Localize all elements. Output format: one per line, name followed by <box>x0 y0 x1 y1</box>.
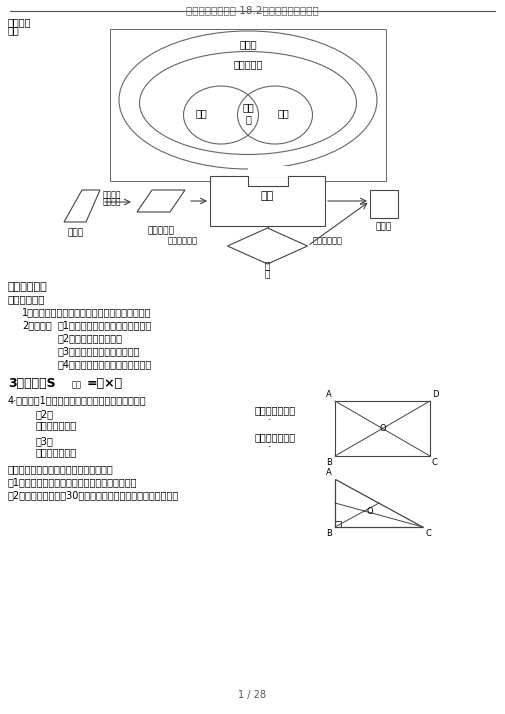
Text: 正方形: 正方形 <box>376 222 392 231</box>
Text: ·: · <box>268 442 272 452</box>
Text: 形: 形 <box>265 270 270 279</box>
Text: 1．定义：有一个角是直角的平行四边形叫做矩形: 1．定义：有一个角是直角的平行四边形叫做矩形 <box>22 307 152 317</box>
Text: （3）对角线互相平分且相等；: （3）对角线互相平分且相等； <box>58 346 140 356</box>
Text: 3．面积：S: 3．面积：S <box>8 377 56 390</box>
Bar <box>370 190 398 218</box>
Text: 矩形: 矩形 <box>261 191 274 201</box>
Bar <box>247 166 287 176</box>
FancyBboxPatch shape <box>110 29 386 181</box>
Text: （2）四个角都是直角；: （2）四个角都是直角； <box>58 333 123 343</box>
Text: 行四边形是矩形: 行四边形是矩形 <box>36 420 77 430</box>
Polygon shape <box>227 228 308 264</box>
Text: D: D <box>432 390 438 399</box>
Text: C: C <box>425 529 431 538</box>
Text: 【知识体: 【知识体 <box>8 17 31 27</box>
Text: 有三个角是直角: 有三个角是直角 <box>255 432 296 442</box>
Text: 的四边形是矩形: 的四边形是矩形 <box>36 447 77 457</box>
Text: 分别平行: 分别平行 <box>103 197 122 206</box>
Text: B: B <box>326 529 332 538</box>
Text: 菱: 菱 <box>265 262 270 271</box>
Text: 平行四边形: 平行四边形 <box>147 226 174 235</box>
Text: （1）直角三角形斜边上的中线等于斜边的一半；: （1）直角三角形斜边上的中线等于斜边的一半； <box>8 477 137 487</box>
Text: =长×宽: =长×宽 <box>87 377 123 390</box>
Text: 矩形: 矩形 <box>196 108 208 118</box>
Text: 2．性质：: 2．性质： <box>22 320 52 330</box>
Polygon shape <box>335 479 423 527</box>
Text: B: B <box>326 458 332 467</box>
Text: 人教版八年级下册 18.2特殊平行四边形讲义: 人教版八年级下册 18.2特殊平行四边形讲义 <box>186 5 318 15</box>
Bar <box>210 176 325 226</box>
Text: 【要点梳理】: 【要点梳理】 <box>8 282 48 292</box>
Text: 四边形: 四边形 <box>68 228 84 237</box>
Text: 要点一、矩形: 要点一、矩形 <box>8 294 45 304</box>
Text: 要点途径：由矩形推直角三角形的性质：: 要点途径：由矩形推直角三角形的性质： <box>8 464 114 474</box>
Text: C: C <box>432 458 438 467</box>
Text: O: O <box>379 424 386 433</box>
Text: （3）: （3） <box>36 436 54 446</box>
Bar <box>335 401 430 456</box>
Text: 一组邻边相等: 一组邻边相等 <box>168 236 197 246</box>
Text: （4）中心对称图形，轴对称图形．: （4）中心对称图形，轴对称图形． <box>58 359 152 369</box>
Text: O: O <box>366 506 373 516</box>
Text: 菱形: 菱形 <box>278 108 290 118</box>
Text: 4·判定：（1）有一个角是直角的平行四边形是矩形: 4·判定：（1）有一个角是直角的平行四边形是矩形 <box>8 395 146 405</box>
Text: 对角线相等的平: 对角线相等的平 <box>255 405 296 415</box>
Text: 平行四边形: 平行四边形 <box>233 59 263 69</box>
Text: （2）直角三角形中，30度角所对应的直角边等于斜边的一半．: （2）直角三角形中，30度角所对应的直角边等于斜边的一半． <box>8 490 179 500</box>
Text: 一个角是直角: 一个角是直角 <box>313 236 342 246</box>
Text: 四边形: 四边形 <box>239 39 257 49</box>
Text: （1）具有平行四边形的所有性质；: （1）具有平行四边形的所有性质； <box>58 320 152 330</box>
Text: 系】: 系】 <box>8 25 20 35</box>
Text: ·: · <box>268 415 272 425</box>
Text: 两组对边: 两组对边 <box>103 190 122 199</box>
Text: A: A <box>326 468 332 477</box>
Text: 1 / 28: 1 / 28 <box>238 690 266 700</box>
Text: 正方
形: 正方 形 <box>242 102 254 124</box>
Text: A: A <box>326 390 332 399</box>
Text: 矩形: 矩形 <box>72 380 82 389</box>
Text: （2）: （2） <box>36 409 54 419</box>
